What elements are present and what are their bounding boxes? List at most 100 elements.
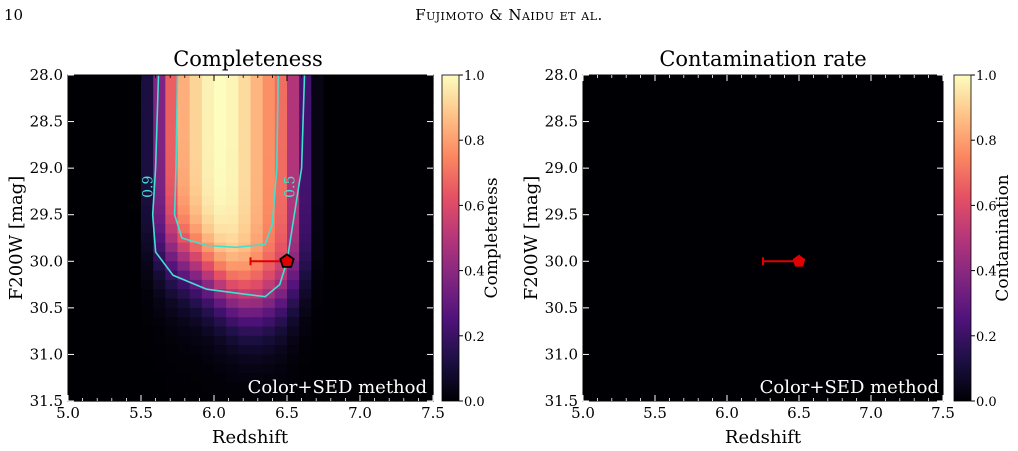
heatmap-cell: [420, 289, 434, 300]
x-tick-labels: 5.0 5.5 6.0 6.5 7.0 7.5: [571, 404, 955, 422]
heatmap-cell: [177, 205, 191, 216]
heatmap-cell: [372, 242, 385, 253]
heatmap-cell: [116, 382, 130, 393]
heatmap-cell: [104, 382, 118, 393]
heatmap-cell: [214, 251, 227, 262]
heatmap-cell: [226, 363, 239, 374]
heatmap-cell: [68, 363, 81, 374]
heatmap-cell: [384, 354, 398, 365]
x-tick-label: 5.0: [571, 404, 595, 422]
heatmap-cell: [396, 373, 410, 383]
heatmap-cell: [92, 214, 106, 225]
heatmap-cell: [335, 345, 349, 356]
heatmap-cell: [299, 102, 312, 113]
x-tick-label: 6.5: [787, 404, 811, 422]
heatmap-cell: [92, 140, 106, 151]
heatmap-cell: [274, 168, 288, 179]
heatmap-cell: [323, 149, 337, 160]
heatmap-cell: [201, 168, 215, 179]
heatmap-cell: [396, 102, 410, 113]
heatmap-cell: [214, 75, 227, 85]
heatmap-cell: [214, 158, 227, 169]
heatmap-cell: [214, 196, 227, 206]
heatmap-cell: [238, 140, 252, 151]
heatmap-cell: [226, 93, 239, 104]
heatmap-cell: [153, 224, 166, 234]
colorbar-label: Contamination: [993, 174, 1013, 301]
heatmap-cell: [311, 93, 325, 104]
heatmap-cell: [177, 279, 191, 290]
y-tick-label: 29.0: [30, 159, 63, 177]
heatmap-cell: [92, 177, 106, 188]
heatmap-cell: [201, 345, 215, 356]
heatmap-cell: [153, 233, 166, 244]
heatmap-cell: [153, 158, 166, 169]
heatmap-cell: [323, 205, 337, 216]
heatmap-cell: [128, 373, 142, 383]
heatmap-cell: [287, 168, 300, 179]
heatmap-cell: [165, 242, 179, 253]
heatmap-cell: [68, 177, 81, 188]
heatmap-cell: [323, 391, 337, 402]
heatmap-cell: [360, 84, 373, 95]
heatmap-cell: [214, 149, 227, 160]
heatmap-cell: [299, 373, 312, 383]
heatmap-cell: [201, 84, 215, 95]
heatmap-cell: [153, 84, 166, 95]
heatmap-cell: [214, 261, 227, 272]
heatmap-cell: [214, 373, 227, 383]
heatmap-cell: [396, 84, 410, 95]
heatmap-cell: [384, 75, 398, 85]
heatmap-cell: [408, 382, 422, 393]
heatmap-cell: [360, 121, 373, 132]
heatmap-cell: [250, 168, 264, 179]
heatmap-cell: [165, 112, 179, 123]
heatmap-cell: [189, 214, 203, 225]
heatmap-cell: [165, 177, 179, 188]
y-tick-label: 28.5: [30, 113, 63, 131]
heatmap-cell: [299, 382, 312, 393]
heatmap-cell: [347, 158, 361, 169]
heatmap-cell: [372, 363, 385, 374]
heatmap-cell: [141, 84, 154, 95]
heatmap-cell: [384, 373, 398, 383]
heatmap-cell: [396, 326, 410, 337]
heatmap-cell: [141, 373, 154, 383]
heatmap-cell: [128, 307, 142, 318]
heatmap-cell: [408, 130, 422, 141]
heatmap-cell: [189, 130, 203, 141]
heatmap-cell: [141, 279, 154, 290]
data-point: [249, 253, 295, 268]
heatmap-cell: [189, 168, 203, 179]
heatmap-cell: [189, 186, 203, 197]
heatmap-cell: [274, 373, 288, 383]
heatmap-cell: [214, 84, 227, 95]
heatmap-cell: [384, 121, 398, 132]
heatmap-cell: [262, 242, 276, 253]
heatmap-cell: [335, 168, 349, 179]
heatmap-cell: [372, 298, 385, 309]
heatmap-cell: [335, 261, 349, 272]
colorbar-tick-label: 0.8: [464, 134, 485, 149]
heatmap-cell: [311, 149, 325, 160]
heatmap-cell: [323, 373, 337, 383]
heatmap-cell: [372, 354, 385, 365]
heatmap-cell: [189, 354, 203, 365]
heatmap-cell: [165, 93, 179, 104]
heatmap-cell: [177, 186, 191, 197]
heatmap-cell: [311, 224, 325, 234]
heatmap-cell: [128, 158, 142, 169]
heatmap-cell: [262, 382, 276, 393]
heatmap-cell: [287, 233, 300, 244]
heatmap-cell: [299, 168, 312, 179]
heatmap-cell: [226, 130, 239, 141]
heatmap-cell: [165, 75, 179, 85]
heatmap-cell: [347, 112, 361, 123]
heatmap-cell: [335, 158, 349, 169]
heatmap-cell: [372, 373, 385, 383]
heatmap-cell: [372, 214, 385, 225]
heatmap-cell: [396, 261, 410, 272]
heatmap-cell: [250, 335, 264, 346]
heatmap-cell: [274, 382, 288, 393]
heatmap-cell: [420, 186, 434, 197]
